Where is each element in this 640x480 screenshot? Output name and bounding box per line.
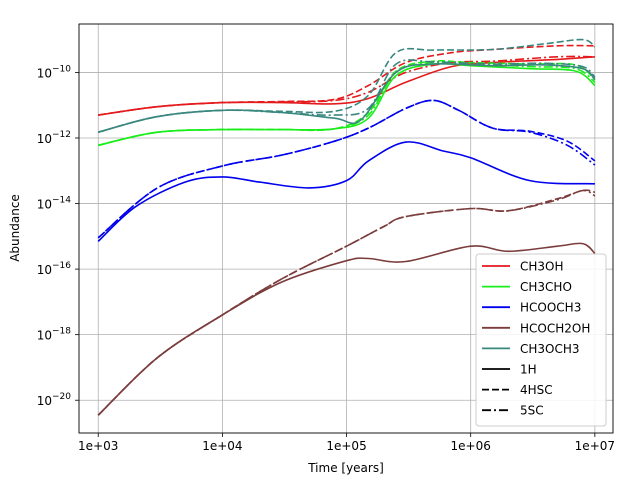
legend-label: 4HSC bbox=[520, 383, 553, 397]
legend-box bbox=[475, 253, 607, 427]
series-line-ch3och3-1h bbox=[97, 63, 596, 133]
x-tick-label: 1e+05 bbox=[326, 439, 366, 453]
x-tick-label: 1e+07 bbox=[575, 439, 615, 453]
legend-label: CH3CHO bbox=[520, 280, 572, 294]
series-line-hcoch2oh-4hsc bbox=[97, 189, 596, 416]
legend-label: 5SC bbox=[520, 404, 544, 418]
legend-label: CH3OH bbox=[520, 260, 564, 274]
series-line-ch3oh-1h bbox=[98, 56, 595, 116]
legend-label: HCOCH2OH bbox=[520, 321, 590, 335]
x-tick-label: 1e+06 bbox=[451, 439, 491, 453]
series-line-hcoch2oh-1h bbox=[97, 242, 596, 416]
series-line-ch3cho-1h bbox=[98, 62, 596, 147]
series-line-hcooch3-4hsc bbox=[97, 99, 596, 239]
x-axis-ticks: 1e+03 1e+04 1e+05 1e+06 1e+07 bbox=[78, 433, 615, 453]
legend-label: 1H bbox=[520, 363, 537, 377]
x-tick-label: 1e+04 bbox=[202, 439, 242, 453]
y-axis-ticks: 10−20 10−18 10−16 10−14 10−12 10−10 bbox=[37, 64, 79, 408]
series-lines bbox=[97, 38, 596, 416]
legend-label: HCOOCH3 bbox=[520, 301, 581, 315]
legend: CH3OH CH3CHO HCOOCH3 HCOCH2OH CH3OCH3 1H 4HSC 5… bbox=[475, 253, 607, 427]
axes-frame bbox=[78, 23, 614, 434]
x-tick-label: 1e+03 bbox=[78, 439, 118, 453]
series-line-hcooch3-1h bbox=[97, 141, 595, 242]
y-tick-label: 10−18 bbox=[37, 327, 72, 343]
x-axis-label: Time [years] bbox=[307, 461, 384, 475]
y-tick-label: 10−12 bbox=[37, 130, 71, 146]
y-tick-label: 10−20 bbox=[37, 392, 72, 408]
y-tick-label: 10−16 bbox=[37, 261, 72, 277]
y-axis-label: Abundance bbox=[8, 194, 22, 262]
y-tick-label: 10−14 bbox=[37, 196, 72, 212]
legend-label: CH3OCH3 bbox=[520, 342, 580, 356]
y-tick-label: 10−10 bbox=[37, 64, 72, 80]
